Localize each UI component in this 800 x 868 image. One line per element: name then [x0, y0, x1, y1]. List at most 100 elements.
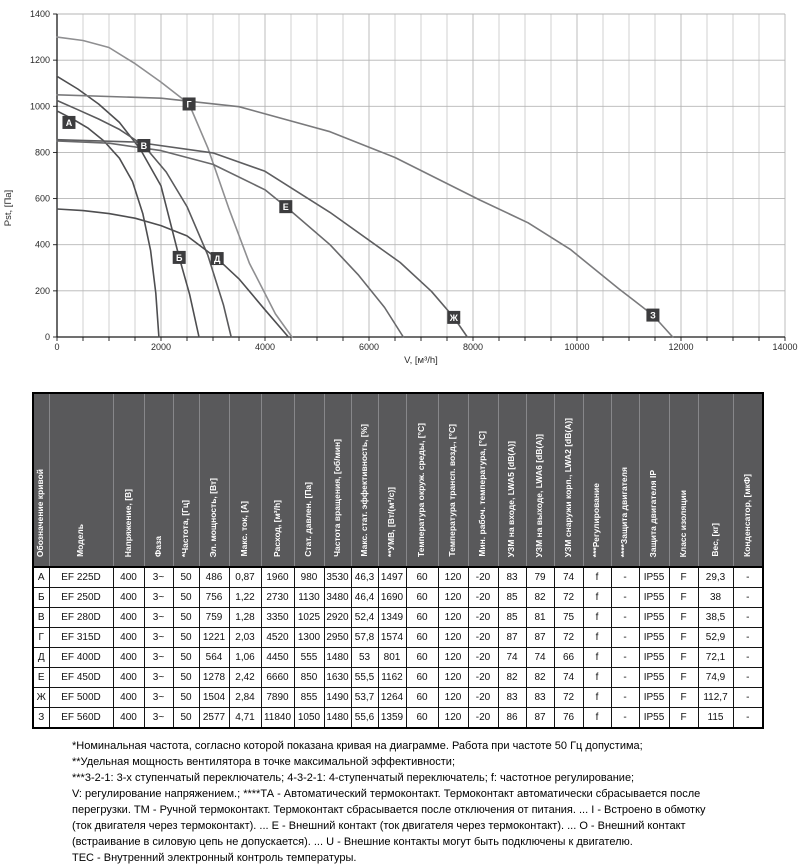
curve-letter-cell: В — [32, 607, 50, 628]
y-tick-label: 1200 — [30, 55, 50, 65]
table-header-row: Обозначение кривой Модель Напряжение, [В] Ф… — [32, 392, 764, 568]
curve-label-text-Ж: Ж — [449, 313, 459, 323]
table-body: А EF 225D 400 3~ 50 486 0,87 1960 980 3530 46,3 149… — [32, 566, 764, 729]
value-cell: 74,9 — [697, 667, 734, 688]
value-cell: f — [582, 627, 612, 648]
value-cell: - — [732, 627, 764, 648]
column-header: Вес, [кг] — [697, 392, 734, 568]
column-header-label: Класс изоляции — [677, 489, 688, 557]
value-cell: - — [732, 566, 764, 588]
column-header-label: Конденсатор, [мкФ] — [741, 474, 752, 557]
curve-letter-cell: З — [32, 707, 50, 729]
value-cell: 3~ — [143, 667, 174, 688]
value-cell: 50 — [172, 687, 200, 708]
curve-letter-cell: Е — [32, 667, 50, 688]
value-cell: IP55 — [638, 627, 670, 648]
model-cell: EF 315D — [48, 627, 114, 648]
value-cell: 53 — [350, 647, 379, 668]
value-cell: 74 — [525, 647, 555, 668]
value-cell: F — [668, 707, 699, 729]
value-cell: - — [732, 647, 764, 668]
value-cell: F — [668, 566, 699, 588]
curve-label-box-Б — [172, 250, 186, 264]
table-header: Обозначение кривой Модель Напряжение, [В] Ф… — [32, 392, 764, 568]
value-cell: 82 — [497, 667, 527, 688]
column-header: Температура трансп. возд., [°C] — [437, 392, 469, 568]
table-row: Ж EF 500D 400 3~ 50 1504 2,84 7890 855 1490 53,7 12… — [32, 687, 764, 708]
value-cell: 2,03 — [228, 627, 262, 648]
value-cell: - — [610, 647, 640, 668]
value-cell: 112,7 — [697, 687, 734, 708]
x-tick-label: 2000 — [151, 342, 171, 352]
value-cell: 60 — [405, 566, 439, 588]
value-cell: 46,3 — [350, 566, 379, 588]
value-cell: 1278 — [198, 667, 230, 688]
value-cell: 38,5 — [697, 607, 734, 628]
table-row: Г EF 315D 400 3~ 50 1221 2,03 4520 1300 2950 57,8 1… — [32, 627, 764, 648]
x-tick-label: 10000 — [564, 342, 589, 352]
value-cell: 7890 — [260, 687, 295, 708]
column-header: УЗМ снаружи корп., LWA2 [dB(A)] — [553, 392, 584, 568]
value-cell: 74 — [497, 647, 527, 668]
y-tick-label: 1000 — [30, 101, 50, 111]
chart-grid — [57, 13, 786, 337]
value-cell: f — [582, 587, 612, 608]
value-cell: 120 — [437, 566, 469, 588]
spec-table: Обозначение кривой Модель Напряжение, [В] Ф… — [32, 392, 764, 729]
y-tick-label: 600 — [35, 194, 50, 204]
value-cell: 66 — [553, 647, 584, 668]
footnote-line: ТЕС - Внутренний электронный контроль те… — [72, 852, 357, 864]
value-cell: - — [610, 687, 640, 708]
value-cell: 46,4 — [350, 587, 379, 608]
column-header-label: ****Защита двигателя — [619, 466, 630, 557]
value-cell: 555 — [293, 647, 325, 668]
value-cell: IP55 — [638, 667, 670, 688]
value-cell: 120 — [437, 607, 469, 628]
value-cell: 60 — [405, 607, 439, 628]
value-cell: - — [610, 667, 640, 688]
value-cell: 400 — [112, 667, 145, 688]
model-cell: EF 280D — [48, 607, 114, 628]
column-header: Защита двигателя IP — [638, 392, 670, 568]
curve-label-text-А: А — [66, 118, 73, 128]
footnote-line: (встраивание в силовую цепь не допускает… — [72, 836, 633, 848]
value-cell: 82 — [525, 667, 555, 688]
column-header: Частота вращения, [об/мин] — [323, 392, 352, 568]
value-cell: 86 — [497, 707, 527, 729]
value-cell: IP55 — [638, 647, 670, 668]
value-cell: 1504 — [198, 687, 230, 708]
value-cell: 87 — [525, 627, 555, 648]
value-cell: -20 — [467, 687, 499, 708]
value-cell: 74 — [553, 667, 584, 688]
model-cell: EF 225D — [48, 566, 114, 588]
value-cell: 52,4 — [350, 607, 379, 628]
value-cell: 1480 — [323, 707, 352, 729]
value-cell: 57,8 — [350, 627, 379, 648]
curve-label-box-В — [137, 139, 151, 153]
value-cell: 1480 — [323, 647, 352, 668]
value-cell: 60 — [405, 587, 439, 608]
curve-label-text-Е: Е — [283, 202, 289, 212]
value-cell: 29,3 — [697, 566, 734, 588]
column-header-label: Обозначение кривой — [35, 468, 46, 557]
value-cell: 72 — [553, 627, 584, 648]
curve-Д — [56, 208, 290, 338]
column-header-label: ***Регулирование — [591, 482, 602, 557]
value-cell: 2950 — [323, 627, 352, 648]
column-header: Фаза — [143, 392, 174, 568]
value-cell: 855 — [293, 687, 325, 708]
column-header: *Частота, [Гц] — [172, 392, 200, 568]
column-header-label: Стат. давлен. [Па] — [303, 482, 314, 557]
value-cell: 3~ — [143, 627, 174, 648]
column-header: Мин. рабоч. температура, [°C] — [467, 392, 499, 568]
value-cell: 76 — [553, 707, 584, 729]
value-cell: 3480 — [323, 587, 352, 608]
value-cell: 60 — [405, 667, 439, 688]
value-cell: 1690 — [377, 587, 407, 608]
value-cell: 1630 — [323, 667, 352, 688]
value-cell: 1050 — [293, 707, 325, 729]
curve-label-text-З: З — [650, 310, 656, 320]
column-header: Класс изоляции — [668, 392, 699, 568]
footnote-line: перегрузки. ТМ - Ручной термоконтакт. Те… — [72, 804, 706, 816]
value-cell: -20 — [467, 707, 499, 729]
